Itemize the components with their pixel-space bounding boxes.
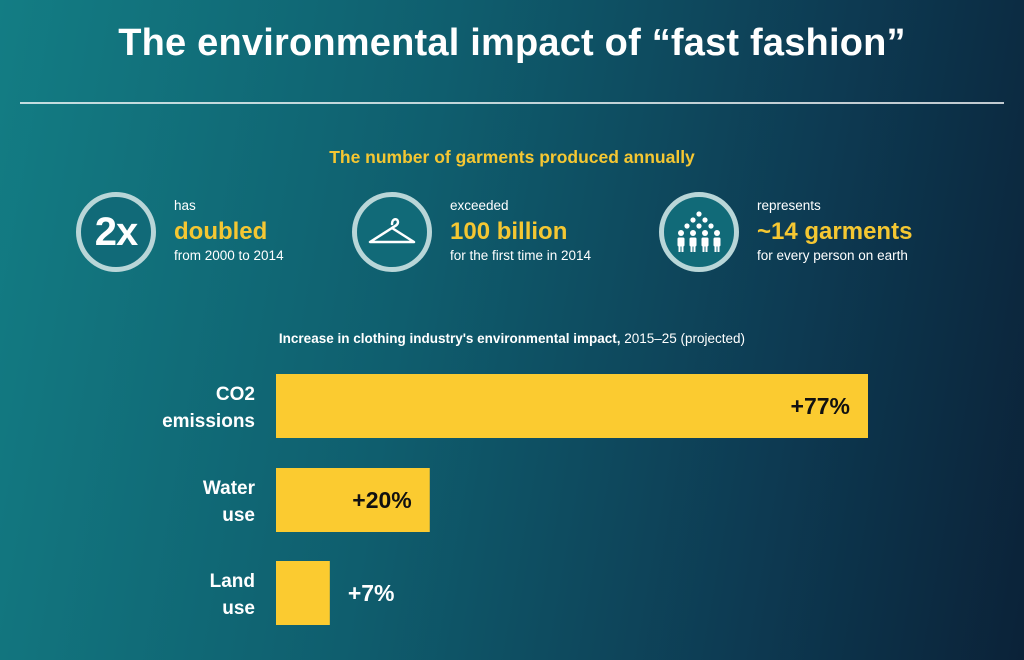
chart-title-rest: 2015–25 (projected)	[620, 331, 746, 346]
stat-14-garments-text: represents ~14 garments for every person…	[757, 198, 912, 264]
stats-heading: The number of garments produced annually	[329, 147, 695, 167]
chart-title: Increase in clothing industry's environm…	[0, 331, 1024, 346]
bar-0	[276, 374, 868, 438]
stat-100-billion-post: for the first time in 2014	[450, 248, 592, 263]
chart-title-bold: Increase in clothing industry's environm…	[278, 331, 621, 346]
stat-14-garments-post: for every person on earth	[757, 248, 908, 263]
category-label-0: CO2 emissions	[162, 384, 255, 432]
stat-14-garments-value: ~14 garments	[757, 218, 913, 245]
stat-doubled-post: from 2000 to 2014	[174, 248, 284, 263]
bar-1	[276, 468, 430, 532]
hanger-icon	[352, 192, 432, 272]
stat-doubled-text: has doubled from 2000 to 2014	[174, 198, 284, 264]
title-divider	[20, 102, 1004, 104]
bar-2	[276, 561, 330, 625]
stat-14-garments-pre: represents	[757, 198, 821, 213]
value-label-2: +7%	[348, 580, 395, 606]
doubled-badge-text: 2x	[94, 209, 138, 254]
stat-100-billion-text: exceeded 100 billion for the first time …	[450, 198, 591, 264]
category-label-2: Land use	[210, 571, 255, 619]
stat-doubled-pre: has	[174, 198, 196, 213]
stat-100-billion-pre: exceeded	[450, 198, 509, 213]
stat-100-billion-value: 100 billion	[450, 218, 568, 245]
value-label-1: +20%	[352, 487, 411, 513]
stat-doubled-value: doubled	[174, 218, 268, 245]
page-title: The environmental impact of “fast fashio…	[118, 22, 906, 64]
doubled-badge-icon: 2x	[76, 192, 156, 272]
people-icon	[659, 192, 739, 272]
category-label-1: Water use	[203, 478, 256, 526]
value-label-0: +77%	[791, 393, 850, 419]
